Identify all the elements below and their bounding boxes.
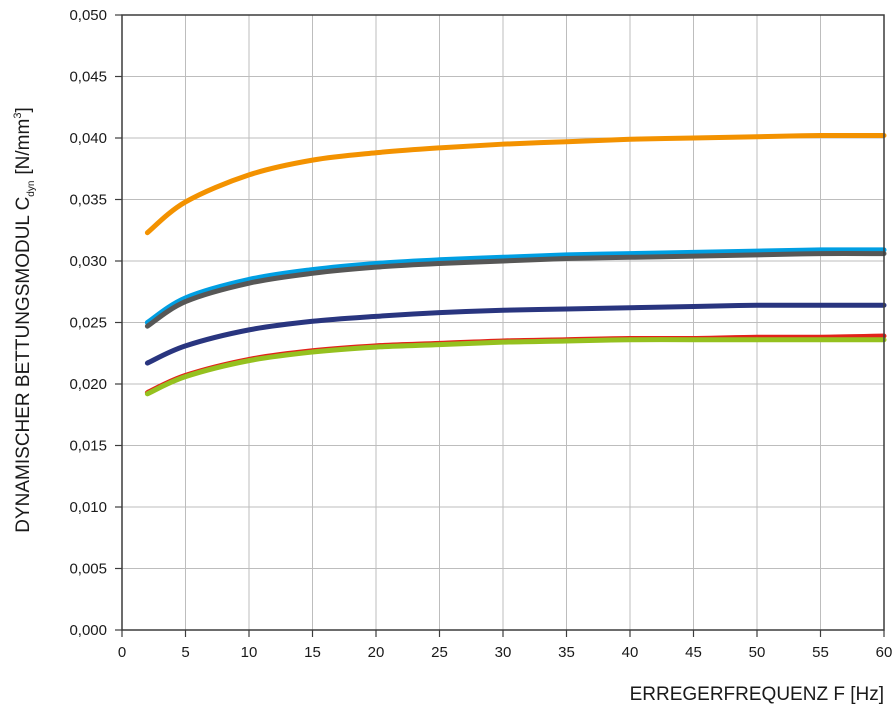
x-tick-label: 0 — [118, 644, 126, 661]
x-tick-label: 35 — [558, 644, 575, 661]
x-tick-label: 5 — [181, 644, 189, 661]
x-tick-label: 45 — [685, 644, 702, 661]
tick-labels: 0 5 10 15 20 25 30 35 40 45 50 55 60 0,000 0,005 0,010 0… — [69, 7, 892, 661]
y-tick-label: 0,025 — [69, 315, 107, 332]
y-tick-label: 0,035 — [69, 192, 107, 209]
y-tick-label: 0,010 — [69, 499, 107, 516]
y-tick-label: 0,015 — [69, 438, 107, 455]
y-tick-label: 0,040 — [69, 130, 107, 147]
y-tick-label: 0,005 — [69, 561, 107, 578]
y-axis-title-unit-close: ] — [13, 107, 34, 112]
x-tick-label: 15 — [304, 644, 321, 661]
y-axis-title: DYNAMISCHER BETTUNGSMODUL Cdyn [N/mm3] — [12, 107, 37, 533]
series-line-1 — [144, 132, 887, 236]
series-line-4 — [144, 302, 887, 366]
y-tick-label: 0,030 — [69, 253, 107, 270]
x-tick-label: 10 — [241, 644, 258, 661]
x-tick-label: 40 — [622, 644, 639, 661]
x-tick-label: 25 — [431, 644, 448, 661]
y-axis-title-main: DYNAMISCHER BETTUNGSMODUL C — [13, 197, 34, 533]
ticks — [115, 14, 885, 637]
y-axis-title-unit: [N/mm — [13, 119, 34, 175]
x-tick-label: 20 — [368, 644, 385, 661]
y-tick-label: 0,050 — [69, 7, 107, 24]
y-axis-title-unit-superscript: 3 — [12, 113, 24, 119]
x-tick-label: 50 — [749, 644, 766, 661]
series-lines — [144, 132, 887, 397]
series-line-6 — [144, 337, 887, 397]
series-line-3 — [144, 251, 887, 329]
y-axis-title-subscript: dyn — [26, 181, 37, 197]
x-tick-label: 60 — [876, 644, 893, 661]
x-tick-label: 30 — [495, 644, 512, 661]
x-axis-title: ERREGERFREQUENZ F [Hz] — [630, 684, 884, 705]
x-tick-label: 55 — [812, 644, 829, 661]
y-tick-label: 0,045 — [69, 69, 107, 86]
grid — [122, 15, 884, 630]
y-tick-label: 0,020 — [69, 376, 107, 393]
y-tick-label: 0,000 — [69, 622, 107, 639]
series-line-2 — [144, 247, 887, 325]
